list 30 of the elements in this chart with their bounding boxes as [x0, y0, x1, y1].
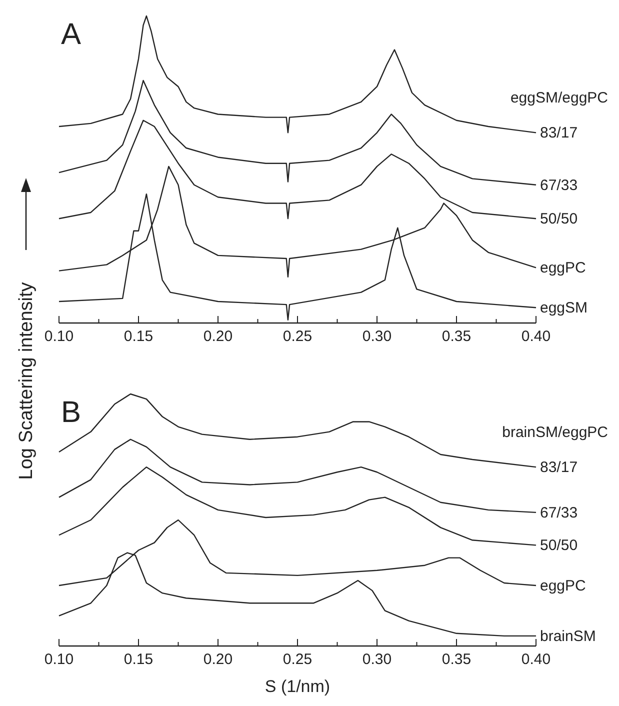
x-tick-label: 0.40 [521, 328, 551, 345]
x-axis-title: S (1/nm) [264, 677, 330, 696]
x-tick-label: 0.35 [442, 328, 472, 345]
series-label: 83/17 [540, 124, 578, 142]
x-tick-label: 0.10 [44, 651, 74, 668]
series-label: eggSM [540, 300, 588, 317]
x-tick-label: 0.20 [203, 651, 233, 668]
x-tick-label: 0.30 [362, 651, 392, 668]
x-tick-label: 0.10 [44, 328, 74, 345]
x-tick-label: 0.20 [203, 328, 233, 345]
x-tick-label: 0.15 [124, 651, 154, 668]
series-label: 83/17 [540, 459, 578, 476]
y-axis-title: Log Scattering intensity [16, 282, 37, 480]
x-tick-label: 0.15 [124, 328, 154, 345]
x-tick-label: 0.25 [282, 651, 312, 668]
series-label: 67/33 [540, 504, 578, 522]
x-tick-label: 0.30 [362, 328, 392, 345]
chart-title: A [61, 18, 82, 51]
series-label: 50/50 [540, 537, 578, 554]
legend-title: brainSM/eggPC [502, 424, 608, 442]
x-tick-label: 0.40 [521, 651, 551, 668]
series-label: brainSM [540, 628, 596, 645]
series-label: eggPC [540, 260, 586, 277]
chart-title: B [61, 396, 82, 429]
x-tick-label: 0.35 [442, 651, 472, 668]
series-label: 50/50 [540, 210, 578, 228]
legend-title: eggSM/eggPC [510, 90, 608, 107]
series-label: eggPC [540, 578, 586, 595]
x-tick-label: 0.25 [282, 328, 312, 345]
series-label: 67/33 [540, 176, 578, 194]
